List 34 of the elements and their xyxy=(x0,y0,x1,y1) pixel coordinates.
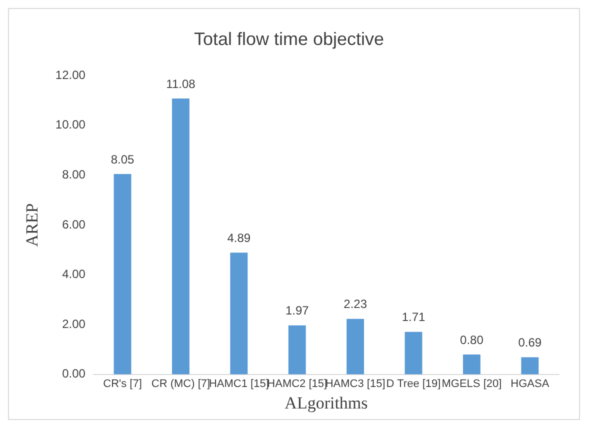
bar xyxy=(462,354,480,374)
bar xyxy=(288,325,306,374)
data-label: 1.97 xyxy=(285,304,310,318)
x-tick-label: HAMC3 [15] xyxy=(325,378,386,390)
y-tick-label: 12.00 xyxy=(55,68,86,82)
y-tick-label: 10.00 xyxy=(55,118,86,132)
y-tick-label: 4.00 xyxy=(62,267,86,282)
chart-title: Total flow time objective xyxy=(194,28,384,49)
data-label: 4.89 xyxy=(227,230,251,245)
x-axis-title: ALgorithms xyxy=(284,393,368,412)
bar xyxy=(230,252,248,374)
bar xyxy=(114,174,132,374)
y-tick-label: 0.00 xyxy=(62,366,86,381)
data-label: 8.05 xyxy=(110,152,135,166)
x-tick-label: CR's [7] xyxy=(103,378,142,390)
x-tick-label: D Tree [19] xyxy=(386,378,441,390)
data-label: 11.08 xyxy=(166,76,196,91)
y-tick-label: 2.00 xyxy=(62,316,86,331)
x-tick-label: HAMC2 [15] xyxy=(267,378,328,390)
bar xyxy=(172,98,190,374)
data-label: 0.80 xyxy=(460,332,484,347)
x-tick-label: HGASA xyxy=(510,378,550,390)
bar xyxy=(346,318,364,374)
bar xyxy=(521,357,539,374)
x-tick-label: MGELS [20] xyxy=(442,378,502,390)
bar xyxy=(404,332,422,374)
y-tick-label: 8.00 xyxy=(62,168,86,182)
y-axis-title: AREP xyxy=(22,203,42,247)
data-label: 2.23 xyxy=(344,297,368,312)
data-label: 0.69 xyxy=(518,336,542,350)
x-tick-label: HAMC1 [15] xyxy=(208,378,269,390)
data-label: 1.71 xyxy=(402,310,426,324)
x-tick-label: CR (MC) [7] xyxy=(151,378,210,390)
y-tick-label: 6.00 xyxy=(62,217,86,232)
